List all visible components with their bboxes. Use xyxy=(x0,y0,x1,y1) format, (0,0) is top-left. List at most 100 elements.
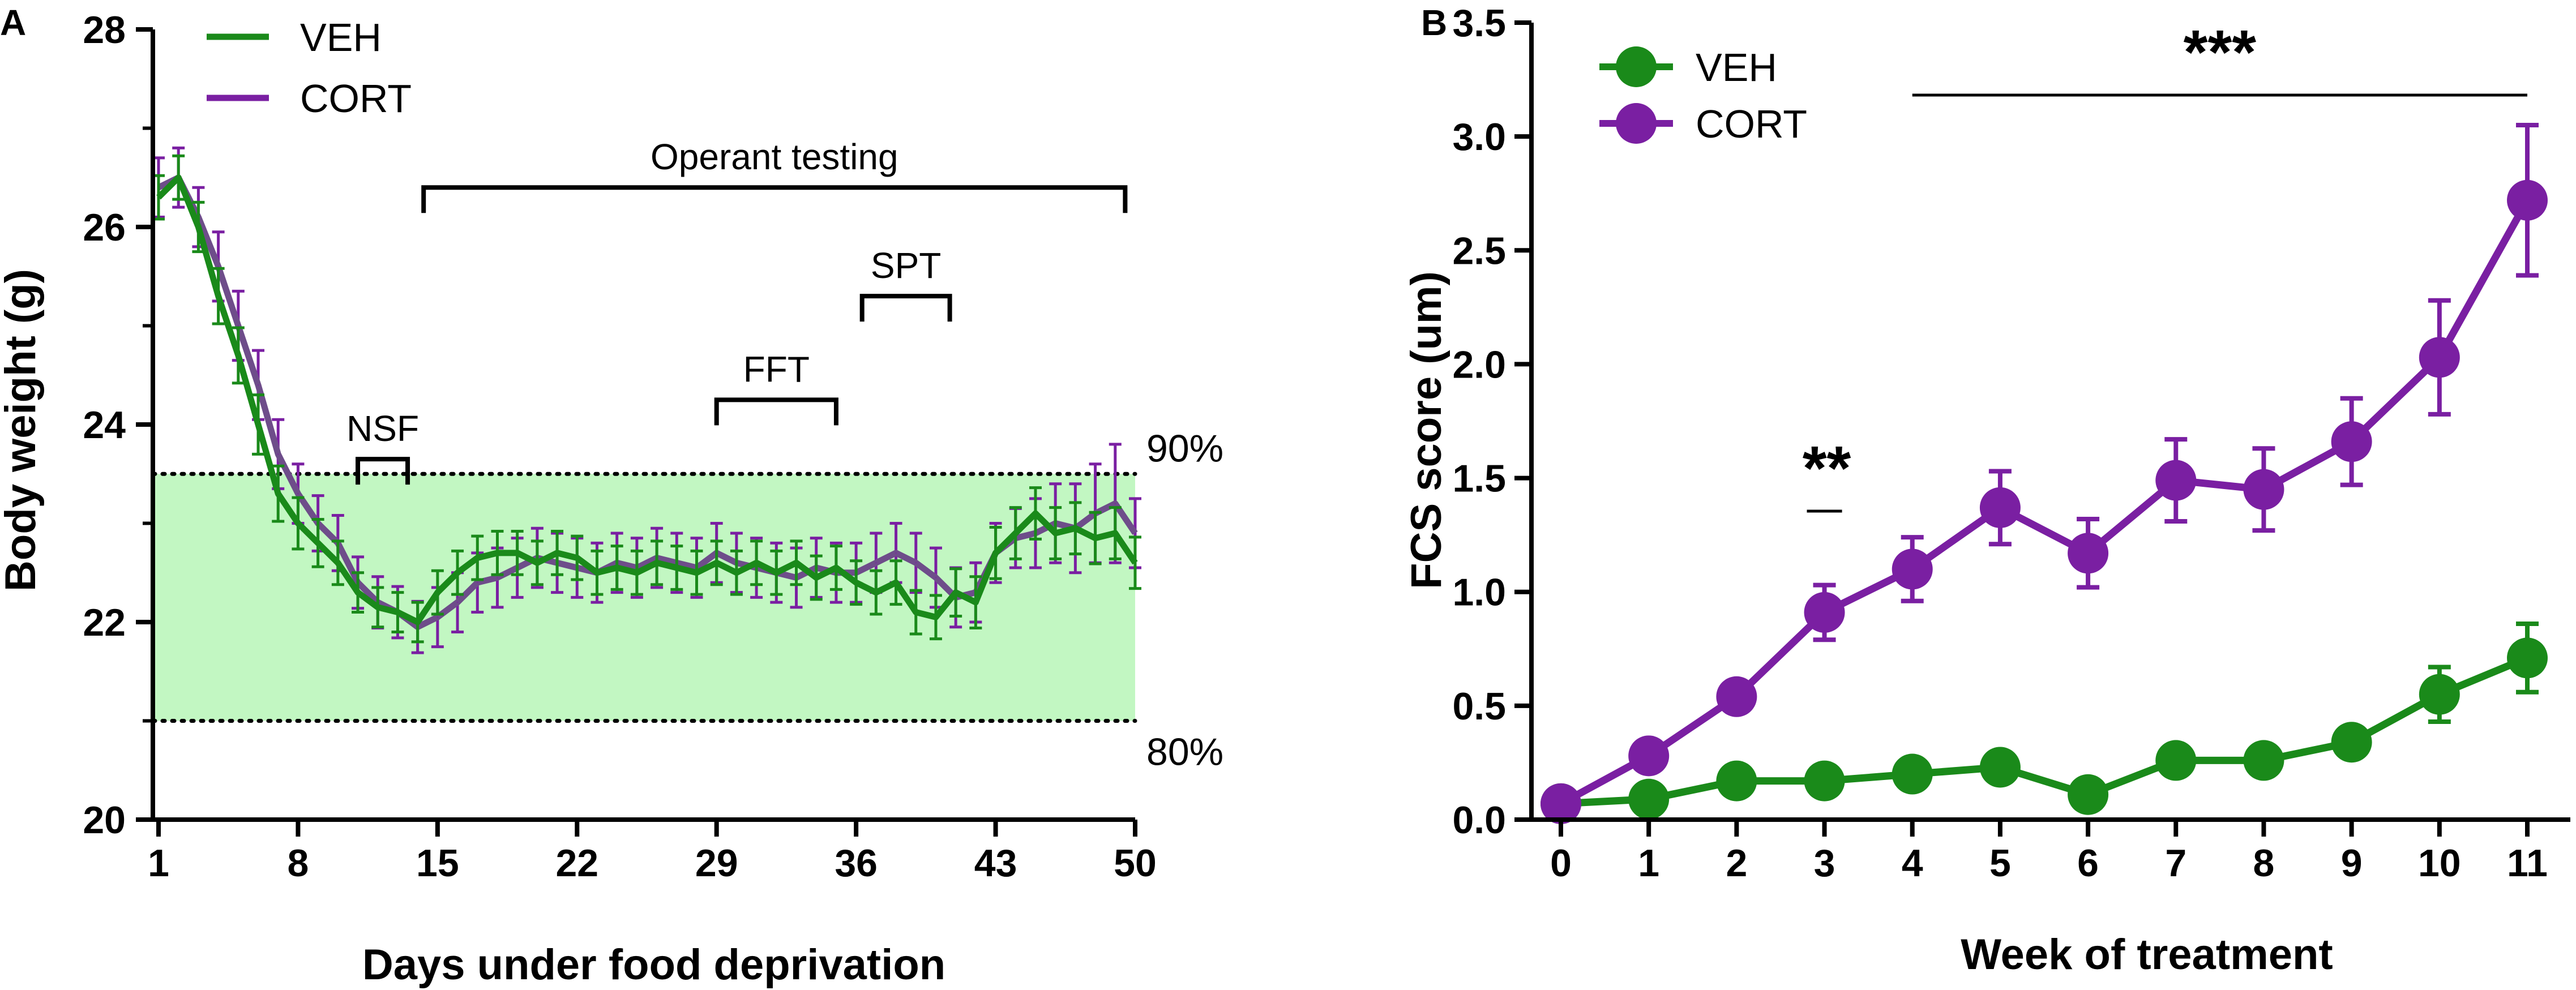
cort-point xyxy=(2243,469,2284,510)
x-tick-label: 3 xyxy=(1814,842,1835,885)
veh-point xyxy=(437,592,438,593)
veh-point xyxy=(636,572,637,573)
veh-point xyxy=(795,562,797,564)
veh-point xyxy=(935,616,936,618)
veh-point xyxy=(756,562,758,564)
x-tick-label: 50 xyxy=(1114,842,1157,885)
veh-point xyxy=(815,577,817,578)
y-tick-label: 26 xyxy=(83,206,126,249)
band-lower-label: 80% xyxy=(1146,731,1223,774)
cort-point xyxy=(258,384,259,386)
veh-point xyxy=(735,572,737,573)
y-tick-label: 0.0 xyxy=(1452,799,1506,842)
panel-b-axes: 0.0 0.5 1.0 1.5 2.0 2.5 3.0 3.5 0 1 2 3 4 5 6 7 8 9 10 11 xyxy=(1452,2,2570,885)
testing-annotations: NSF FFT SPT Operant testing xyxy=(346,136,1128,485)
y-tick-label: 1.5 xyxy=(1452,457,1506,500)
veh-point xyxy=(716,562,717,564)
fcs-series xyxy=(1541,123,2548,824)
x-tick-label: 7 xyxy=(2165,842,2186,885)
veh-point xyxy=(656,562,658,564)
veh-point xyxy=(2243,740,2284,781)
cort-line xyxy=(1559,198,2531,807)
cort-point xyxy=(437,616,438,618)
panel-b-legend: VEH CORT xyxy=(1599,45,1807,146)
weight-series xyxy=(152,146,1141,654)
veh-point xyxy=(776,572,777,573)
normal-weight-band xyxy=(153,474,1135,721)
x-tick-label: 0 xyxy=(1550,842,1572,885)
veh-point xyxy=(1075,528,1076,529)
veh-point xyxy=(536,562,538,564)
veh-point xyxy=(576,557,578,559)
veh-point xyxy=(357,592,359,593)
x-tick-label: 1 xyxy=(148,842,169,885)
panel-b: B ***** 0.00.51.01.52.02.53.03.50 1 2 3 4 5 6 7… xyxy=(1402,2,2570,979)
veh-point xyxy=(1804,760,1845,802)
x-tick-label: 15 xyxy=(416,842,459,885)
panel-a-axes: 20 22 24 26 28 1 8 15 22 29 36 43 50 xyxy=(83,8,1156,885)
cort-point xyxy=(935,577,936,578)
veh-legend-label: VEH xyxy=(1696,45,1777,89)
veh-point xyxy=(915,611,917,613)
x-tick-label: 1 xyxy=(1638,842,1659,885)
x-tick-label: 6 xyxy=(2077,842,2099,885)
veh-line xyxy=(1560,654,2529,808)
veh-line xyxy=(156,174,1138,625)
veh-point xyxy=(596,572,598,573)
veh-point xyxy=(297,522,299,524)
veh-point xyxy=(2331,722,2372,763)
x-tick-label: 10 xyxy=(2418,842,2461,885)
bracket-nsf xyxy=(356,457,410,485)
bracket-label-fft: FFT xyxy=(743,349,810,389)
cort-point xyxy=(1804,592,1845,633)
veh-point xyxy=(1892,753,1933,795)
y-tick-label: 2.5 xyxy=(1452,229,1506,272)
veh-legend-marker xyxy=(1616,46,1657,87)
veh-point xyxy=(875,592,877,593)
veh-point xyxy=(696,572,698,573)
veh-point xyxy=(1094,537,1096,539)
bracket-operant-testing xyxy=(421,185,1128,213)
veh-point xyxy=(1628,778,1670,820)
cort-legend-label: CORT xyxy=(300,76,412,121)
veh-point xyxy=(497,552,498,554)
veh-legend-label: VEH xyxy=(300,15,382,59)
veh-point xyxy=(2068,774,2109,815)
x-tick-label: 8 xyxy=(2253,842,2275,885)
band-limit-lines: 90% 80% xyxy=(151,427,1223,774)
veh-point xyxy=(676,567,678,569)
cort-point xyxy=(2155,460,2197,501)
cort-point xyxy=(277,453,279,455)
veh-point xyxy=(1034,513,1036,515)
panel-b-y-axis-label: FCS score (um) xyxy=(1402,271,1450,589)
y-tick-label: 2.0 xyxy=(1452,343,1506,386)
veh-point xyxy=(1015,532,1016,534)
x-tick-label: 29 xyxy=(695,842,738,885)
cort-point xyxy=(895,552,897,554)
y-tick-label: 1.0 xyxy=(1452,571,1506,614)
panel-a-label: A xyxy=(0,2,26,43)
veh-point xyxy=(158,196,159,198)
veh-point xyxy=(2507,637,2548,679)
veh-point xyxy=(616,567,618,569)
cort-legend-marker xyxy=(1616,103,1657,144)
veh-point xyxy=(377,606,379,608)
panel-b-x-axis-label: Week of treatment xyxy=(1961,931,2333,979)
veh-point xyxy=(1716,760,1757,802)
veh-point xyxy=(2155,740,2197,781)
x-tick-label: 2 xyxy=(1726,842,1747,885)
panel-a: A 90% 80% NSF FFT SPT Operant testing 20 22 24… xyxy=(0,2,1223,989)
cort-point xyxy=(915,562,917,564)
cort-point xyxy=(497,577,498,578)
y-tick-label: 28 xyxy=(83,8,126,52)
veh-point xyxy=(557,552,558,554)
cort-point xyxy=(297,493,299,495)
x-tick-label: 11 xyxy=(2507,842,2548,885)
significance-stars-weeks4-11: *** xyxy=(2184,18,2257,87)
veh-point xyxy=(1979,747,2021,788)
cort-point xyxy=(2068,533,2109,574)
cort-point xyxy=(457,602,459,603)
bracket-spt xyxy=(859,294,952,322)
x-tick-label: 36 xyxy=(835,842,878,885)
